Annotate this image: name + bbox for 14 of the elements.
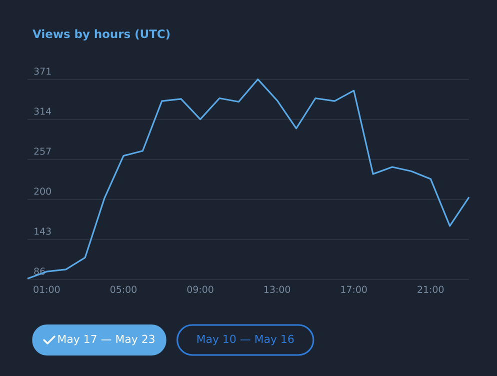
y-tick-label: 200 (34, 188, 51, 195)
text: May 10 — May 16 (197, 334, 294, 346)
x-tick-label: 21:00 (418, 286, 444, 293)
chart-title: Views by hours (UTC) (32, 29, 170, 40)
y-tick-label: 143 (34, 228, 51, 235)
x-tick-label: 05:00 (110, 286, 136, 293)
y-tick-label: 314 (34, 108, 52, 115)
y-tick-label: 257 (34, 148, 51, 155)
x-tick-label: 09:00 (187, 286, 214, 293)
x-tick-label: 01:00 (34, 286, 60, 293)
text: May 17 — May 23 (58, 334, 154, 346)
y-tick-label: 371 (34, 68, 51, 75)
x-tick-label: 17:00 (341, 286, 367, 293)
x-tick-label: 13:00 (264, 286, 290, 293)
